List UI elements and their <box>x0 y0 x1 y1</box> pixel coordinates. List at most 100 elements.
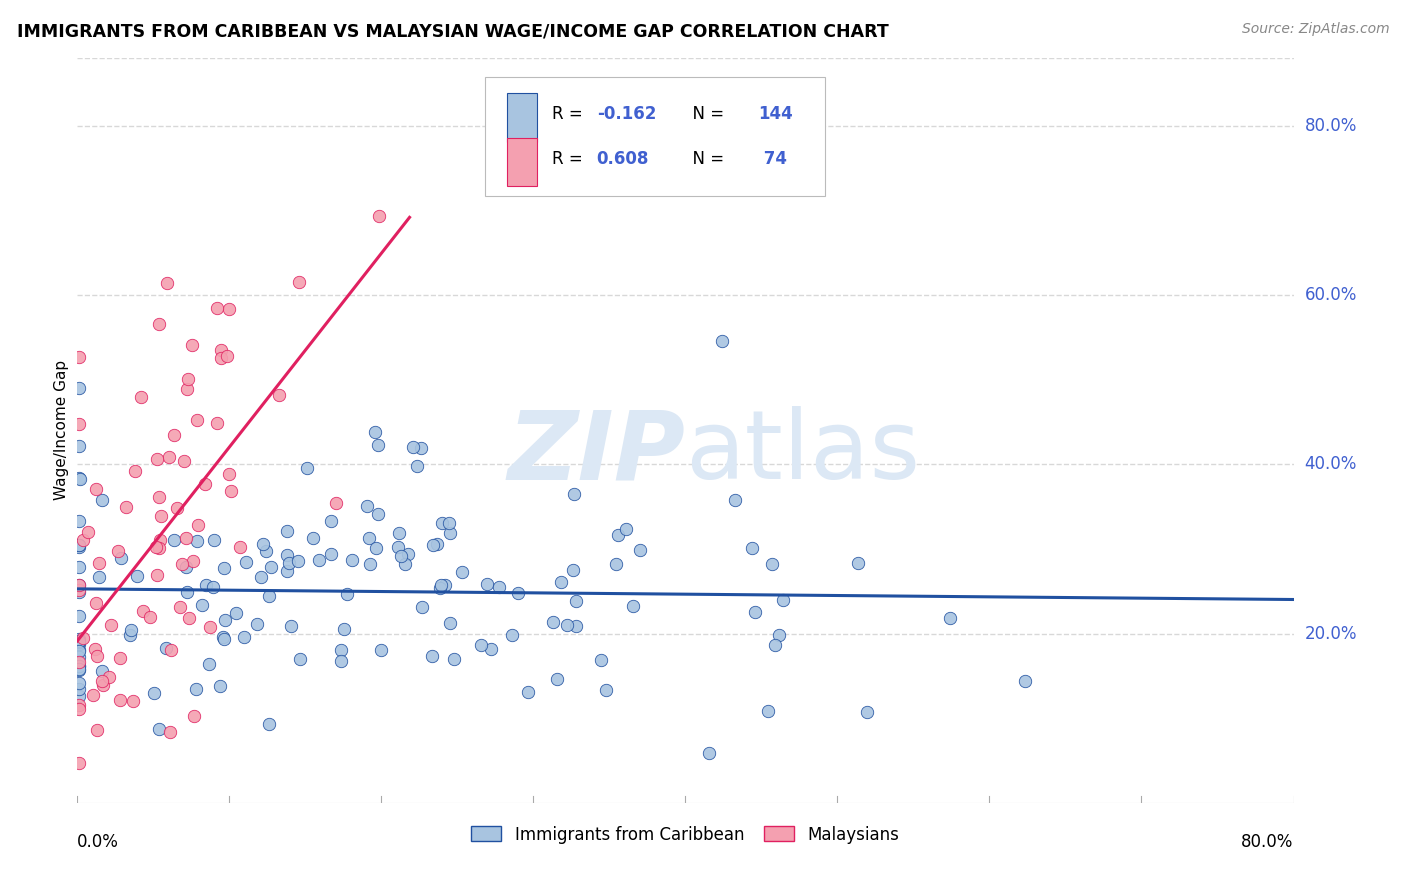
Point <box>84 641 107 656</box>
Point <box>605 558 627 572</box>
Point <box>67 578 90 592</box>
Point <box>67 643 90 657</box>
Point <box>67 608 90 623</box>
Point <box>91 664 114 678</box>
Point <box>177 372 200 386</box>
Point <box>846 556 869 570</box>
Point <box>148 490 170 504</box>
Point <box>450 566 472 580</box>
Point <box>278 556 301 570</box>
Point <box>429 581 451 595</box>
Point <box>232 630 254 644</box>
Legend: Immigrants from Caribbean, Malaysians: Immigrants from Caribbean, Malaysians <box>465 819 905 850</box>
Text: atlas: atlas <box>686 406 921 500</box>
Point <box>439 525 461 540</box>
Point <box>67 637 90 651</box>
Point <box>72 533 94 547</box>
Point <box>183 709 205 723</box>
Point <box>768 627 790 641</box>
Text: IMMIGRANTS FROM CARIBBEAN VS MALAYSIAN WAGE/INCOME GAP CORRELATION CHART: IMMIGRANTS FROM CARIBBEAN VS MALAYSIAN W… <box>17 22 889 40</box>
Point <box>149 533 172 548</box>
Point <box>342 552 364 566</box>
Point <box>110 550 132 565</box>
Point <box>621 599 644 613</box>
Point <box>562 487 585 501</box>
Point <box>280 618 302 632</box>
Point <box>269 388 291 402</box>
Point <box>557 617 579 632</box>
Point <box>209 343 232 357</box>
Point <box>287 554 309 568</box>
Point <box>186 413 208 427</box>
Point <box>856 705 879 719</box>
Text: 0.0%: 0.0% <box>77 833 120 851</box>
Point <box>614 522 637 536</box>
Point <box>97 670 120 684</box>
Point <box>67 655 90 669</box>
Point <box>67 701 90 715</box>
Point <box>67 538 90 552</box>
Point <box>191 598 214 612</box>
Point <box>174 531 197 545</box>
Point <box>439 615 461 630</box>
Point <box>67 537 90 551</box>
Point <box>108 651 131 665</box>
Point <box>143 685 166 699</box>
Point <box>218 467 240 481</box>
Point <box>411 442 433 456</box>
Point <box>744 605 766 619</box>
Point <box>330 654 353 668</box>
Point <box>517 685 540 699</box>
Point <box>100 617 122 632</box>
Point <box>67 658 90 673</box>
Point <box>67 635 90 649</box>
Point <box>565 594 588 608</box>
Point <box>186 533 208 548</box>
Point <box>565 619 588 633</box>
Point <box>148 722 170 736</box>
Point <box>387 540 409 554</box>
Point <box>562 564 585 578</box>
Point <box>91 493 114 508</box>
Point <box>420 648 443 663</box>
Point <box>470 638 492 652</box>
Point <box>194 476 217 491</box>
Point <box>288 275 311 289</box>
Point <box>124 464 146 478</box>
Point <box>697 746 720 760</box>
Point <box>202 533 225 547</box>
Point <box>176 585 198 599</box>
Point <box>391 549 413 564</box>
Point <box>488 580 510 594</box>
Point <box>257 716 280 731</box>
Point <box>67 675 90 690</box>
Point <box>67 577 90 591</box>
Point <box>202 581 225 595</box>
Point <box>89 570 111 584</box>
Point <box>169 600 191 615</box>
Point <box>67 650 90 665</box>
Point <box>276 524 298 538</box>
Point <box>86 723 108 738</box>
Point <box>229 540 252 554</box>
Point <box>1014 673 1036 688</box>
Point <box>163 533 186 547</box>
Point <box>367 507 389 521</box>
Point <box>430 516 453 531</box>
Point <box>364 425 387 440</box>
Point <box>110 693 132 707</box>
Point <box>67 663 90 677</box>
Y-axis label: Wage/Income Gap: Wage/Income Gap <box>53 360 69 500</box>
Point <box>163 428 186 442</box>
Point <box>225 606 247 620</box>
Point <box>308 553 330 567</box>
Point <box>430 578 453 592</box>
Point <box>250 570 273 584</box>
Point <box>67 350 90 364</box>
Point <box>214 614 236 628</box>
Text: 40.0%: 40.0% <box>1305 455 1357 474</box>
Point <box>176 382 198 396</box>
FancyBboxPatch shape <box>506 94 537 142</box>
Point <box>139 610 162 624</box>
Point <box>319 514 342 528</box>
